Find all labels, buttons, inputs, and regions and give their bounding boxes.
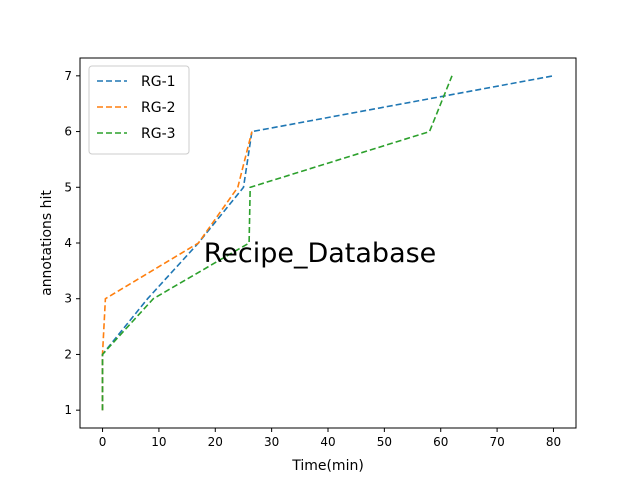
- y-tick-label: 4: [64, 236, 72, 250]
- legend-box: [88, 65, 190, 155]
- series-layer: [101, 75, 554, 411]
- x-tick-label: 60: [433, 435, 448, 449]
- x-tick-label: 20: [208, 435, 223, 449]
- x-axis-label: Time(min): [291, 458, 364, 474]
- x-axis: 0 10 20 30 40 50 60 70 80: [99, 428, 561, 449]
- x-tick-label: 80: [546, 435, 561, 449]
- legend-label: RG-1: [141, 74, 176, 90]
- overlay-annotation: Recipe_Database: [204, 238, 437, 269]
- legend: RG-1 RG-2 RG-3: [88, 65, 190, 155]
- x-tick-label: 40: [320, 435, 335, 449]
- y-tick-label: 6: [64, 125, 72, 139]
- y-axis: 1 2 3 4 5 6 7: [64, 69, 80, 417]
- x-tick-label: 0: [99, 435, 107, 449]
- x-tick-label: 10: [151, 435, 166, 449]
- x-tick-label: 70: [489, 435, 504, 449]
- y-tick-label: 3: [64, 292, 72, 306]
- y-tick-label: 1: [64, 403, 72, 417]
- x-tick-label: 50: [377, 435, 392, 449]
- y-tick-label: 5: [64, 180, 72, 194]
- y-tick-label: 7: [64, 69, 72, 83]
- legend-label: RG-2: [141, 100, 176, 116]
- series-line-rg-3: [101, 75, 453, 411]
- x-tick-label: 30: [264, 435, 279, 449]
- y-axis-label: annotations hit: [39, 190, 55, 296]
- y-tick-label: 2: [64, 347, 72, 361]
- legend-label: RG-3: [141, 126, 176, 142]
